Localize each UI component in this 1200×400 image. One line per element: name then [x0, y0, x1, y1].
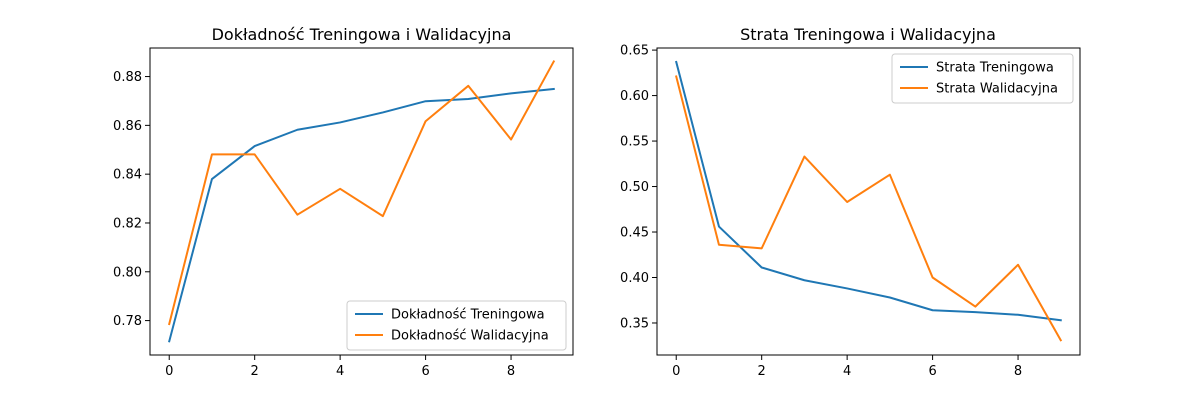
loss-chart: Strata Treningowa i Walidacyjna 0 2 4 6 8 0.3…	[620, 25, 1081, 379]
accuracy-chart-title: Dokładność Treningowa i Walidacyjna	[212, 25, 512, 44]
loss-y-tick-label: 0.50	[620, 180, 649, 195]
accuracy-legend-box	[346, 300, 567, 351]
loss-y-tick-label: 0.40	[620, 271, 649, 286]
accuracy-x-tick-label: 6	[421, 364, 429, 379]
accuracy-x-tick-label: 4	[336, 364, 344, 379]
loss-legend: Strata Treningowa Strata Walidacyjna	[891, 53, 1074, 104]
accuracy-y-tick-label: 0.88	[113, 70, 142, 85]
accuracy-y-tick-label: 0.86	[113, 119, 142, 134]
loss-x-tick-label: 4	[843, 364, 851, 379]
accuracy-legend-label-1: Dokładność Treningowa	[391, 308, 545, 323]
loss-x-tick-label: 0	[672, 364, 680, 379]
loss-x-tick-label: 6	[928, 364, 936, 379]
accuracy-y-tick-label: 0.78	[113, 314, 142, 329]
accuracy-y-tick-label: 0.80	[113, 265, 142, 280]
loss-plot-area: 0 2 4 6 8 0.35 0.40 0.45 0.50 0.55 0.60 0.65 Strata …	[620, 44, 1081, 379]
accuracy-chart: Dokładność Treningowa i Walidacyjna 0 2 4 6…	[113, 25, 574, 379]
loss-x-tick-label: 8	[1014, 364, 1022, 379]
accuracy-axes-frame	[149, 47, 574, 356]
loss-series-line-2	[675, 75, 1063, 342]
accuracy-legend: Dokładność Treningowa Dokładność Walidacy…	[346, 300, 567, 351]
loss-legend-label-2: Strata Walidacyjna	[936, 82, 1058, 97]
loss-chart-title: Strata Treningowa i Walidacyjna	[740, 25, 996, 44]
loss-axes-frame	[656, 47, 1081, 356]
loss-y-tick-label: 0.35	[620, 316, 649, 331]
accuracy-plot-area: 0 2 4 6 8 0.78 0.80 0.82 0.84 0.86 0.88 Dokładność …	[113, 47, 574, 379]
loss-y-tick-label: 0.45	[620, 226, 649, 241]
accuracy-x-tick-label: 2	[251, 364, 259, 379]
loss-y-tick-label: 0.55	[620, 135, 649, 150]
loss-x-tick-label: 2	[758, 364, 766, 379]
accuracy-legend-label-2: Dokładność Walidacyjna	[391, 329, 549, 344]
loss-y-tick-label: 0.60	[620, 89, 649, 104]
accuracy-series-line-1	[168, 87, 555, 343]
accuracy-y-tick-label: 0.84	[113, 168, 142, 183]
loss-legend-box	[891, 53, 1074, 104]
accuracy-y-tick-label: 0.82	[113, 216, 142, 231]
accuracy-x-tick-label: 8	[507, 364, 515, 379]
accuracy-x-tick-label: 0	[165, 364, 173, 379]
accuracy-series-line-2	[168, 60, 556, 326]
loss-legend-label-1: Strata Treningowa	[936, 61, 1054, 76]
loss-y-tick-label: 0.65	[620, 44, 649, 59]
